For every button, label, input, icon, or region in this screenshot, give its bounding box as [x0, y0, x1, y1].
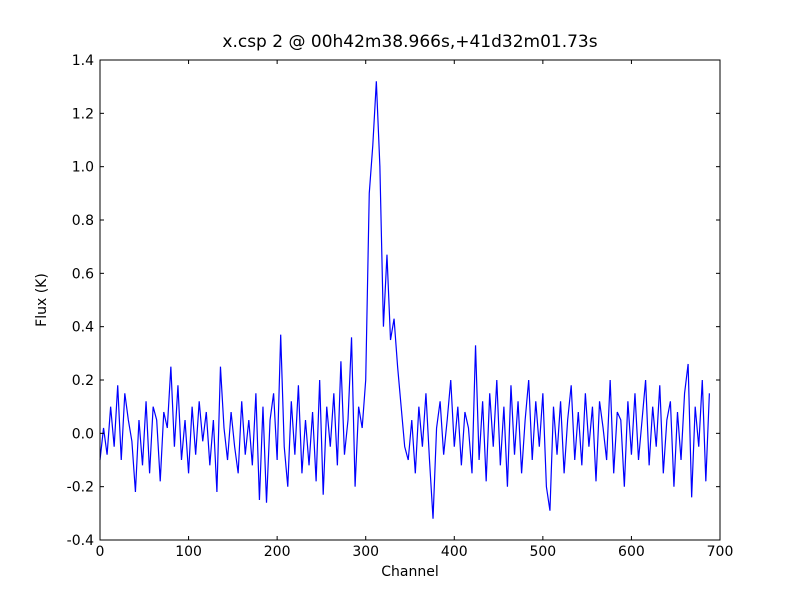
chart-title: x.csp 2 @ 00h42m38.966s,+41d32m01.73s	[222, 32, 597, 52]
y-tick-label: 0.2	[72, 373, 94, 389]
y-tick-label: 1.2	[72, 106, 94, 122]
plot-frame	[99, 59, 721, 541]
y-tick-label: -0.4	[67, 533, 94, 549]
y-tick-label: 0.6	[72, 266, 94, 282]
y-tick-label: 0.4	[72, 320, 94, 336]
x-tick-label: 200	[264, 544, 291, 560]
x-tick-label: 500	[529, 544, 556, 560]
x-tick-label: 600	[618, 544, 645, 560]
data-line	[99, 81, 710, 519]
x-tick-label: 100	[175, 544, 202, 560]
x-tick-label: 700	[707, 544, 734, 560]
x-axis-label: Channel	[381, 564, 438, 580]
y-tick-label: 0.8	[72, 213, 94, 229]
y-tick-label: -0.2	[67, 480, 94, 496]
y-tick-label: 0.0	[72, 426, 94, 442]
y-tick-label: 1.0	[72, 160, 94, 176]
x-tick-label: 0	[96, 544, 105, 560]
x-tick-label: 300	[352, 544, 379, 560]
y-tick-label: 1.4	[72, 53, 94, 69]
y-axis-label: Flux (K)	[34, 273, 50, 327]
x-tick-label: 400	[441, 544, 468, 560]
